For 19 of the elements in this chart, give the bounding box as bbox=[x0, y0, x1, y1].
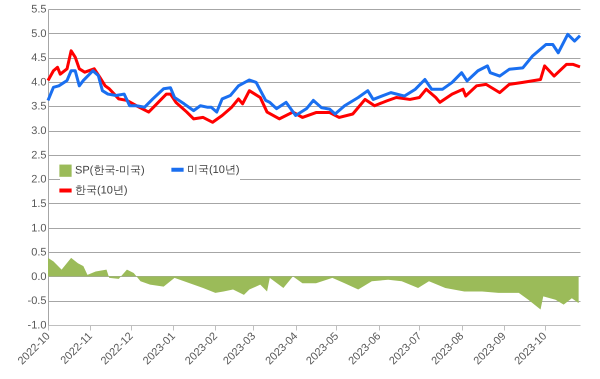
y-tick-label: 3.0 bbox=[31, 125, 46, 138]
y-tick-label: 1.0 bbox=[31, 222, 46, 234]
y-tick-label: 5.5 bbox=[31, 4, 46, 16]
line-series bbox=[46, 49, 582, 124]
line-series bbox=[46, 32, 582, 117]
y-tick-label: 2.0 bbox=[31, 174, 46, 186]
y-tick-label: 5.0 bbox=[31, 28, 46, 40]
y-tick-label: 0.0 bbox=[31, 270, 46, 283]
y-tick-label: 4.0 bbox=[31, 76, 46, 88]
legend-label: 미국(10년) bbox=[187, 164, 240, 176]
y-tick-label: 1.5 bbox=[31, 198, 46, 210]
legend-label: 한국(10년) bbox=[75, 184, 128, 196]
y-tick-label: 2.5 bbox=[31, 149, 46, 162]
y-tick-label: -1.0 bbox=[28, 320, 46, 332]
y-tick-label: 3.5 bbox=[31, 100, 46, 113]
legend-label: SP(한국-미국) bbox=[75, 164, 145, 177]
y-tick-label: 0.5 bbox=[31, 246, 46, 259]
y-tick-label: -0.5 bbox=[28, 295, 46, 308]
y-tick-label: 4.5 bbox=[31, 52, 46, 64]
